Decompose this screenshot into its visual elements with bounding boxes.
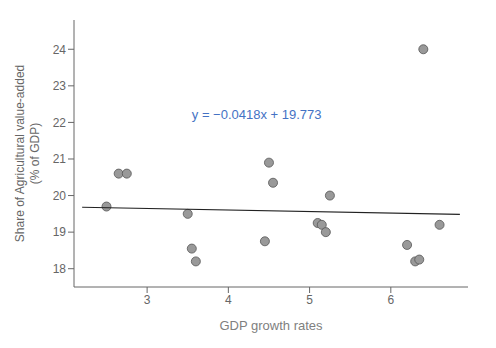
svg-text:5: 5 — [306, 293, 313, 307]
svg-text:3: 3 — [144, 293, 151, 307]
svg-text:24: 24 — [53, 43, 67, 57]
svg-text:GDP growth rates: GDP growth rates — [219, 318, 323, 333]
svg-text:19: 19 — [53, 225, 67, 239]
svg-text:23: 23 — [53, 79, 67, 93]
svg-text:6: 6 — [387, 293, 394, 307]
svg-text:y = −0.0418x + 19.773: y = −0.0418x + 19.773 — [192, 107, 322, 122]
svg-text:(% of GDP): (% of GDP) — [28, 123, 42, 184]
svg-text:4: 4 — [225, 293, 232, 307]
svg-text:Share of Agricultural value-ad: Share of Agricultural value-added — [13, 65, 27, 242]
svg-text:21: 21 — [53, 152, 67, 166]
svg-text:22: 22 — [53, 116, 67, 130]
svg-text:18: 18 — [53, 262, 67, 276]
svg-text:20: 20 — [53, 189, 67, 203]
